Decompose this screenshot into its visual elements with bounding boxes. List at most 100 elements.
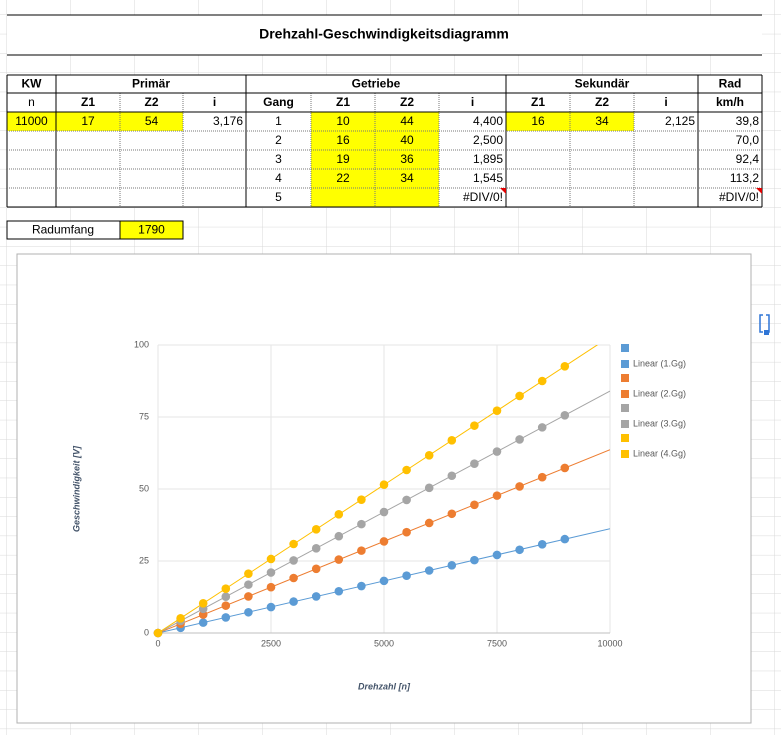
point [311,564,321,574]
point [357,546,366,555]
cell: Radumfang [32,223,94,237]
highlight [311,131,375,150]
column-header: Z1 [531,95,545,109]
group-header: Rad [719,77,742,91]
column-header: Z2 [144,95,158,109]
point [198,599,208,608]
cell: 36 [400,152,414,166]
point [244,580,253,589]
cell: 3,176 [213,114,243,128]
point [470,555,479,565]
highlight [311,150,375,169]
legend-label: Linear (4.Gg) [633,448,686,458]
point [334,510,344,519]
point [447,436,457,445]
point [560,362,570,371]
highlight [506,112,570,131]
column-header: Z2 [595,95,609,109]
highlight [375,112,439,131]
cell: 19 [336,152,350,166]
column-header: Z2 [400,95,414,109]
y-tick-label: 75 [139,411,149,421]
cell: 4 [275,171,282,185]
column-header: km/h [716,95,744,109]
cell: 4,400 [473,114,503,128]
point [402,495,411,505]
cell: 22 [336,171,350,185]
point [537,472,547,482]
legend-marker [621,420,629,428]
title-cell [7,15,762,55]
point [176,614,185,623]
cell: 2 [275,133,282,147]
column-header: n [28,95,35,109]
point [515,482,524,491]
cell: 40 [400,133,414,147]
point [537,423,547,432]
selection-handle [764,330,769,335]
point [424,518,434,528]
cell: 11000 [15,114,48,128]
point [379,537,389,546]
cell: #DIV/0! [463,190,503,204]
column-header: Z1 [81,95,95,109]
point [470,421,479,430]
point [515,435,524,444]
point [221,613,231,622]
point [515,545,524,555]
point [244,569,253,578]
cell: 16 [531,114,545,128]
point [470,500,479,510]
cell: 113,2 [730,171,759,185]
sheet-title: Drehzahl-Geschwindigkeitsdiagramm [259,26,509,42]
point [334,531,344,541]
point [244,592,253,601]
point [537,539,547,549]
cell: 1 [275,114,282,128]
point [402,527,411,537]
group-header: Primär [132,77,170,91]
point [289,539,298,549]
highlight [375,169,439,188]
column-header: i [664,95,667,109]
point [492,550,502,560]
column-header: i [471,95,474,109]
point [311,525,321,534]
point [244,607,253,617]
cell: 44 [400,114,414,128]
legend-marker [621,374,629,382]
point [357,519,366,529]
cell: #DIV/0! [719,190,759,204]
point [221,601,231,610]
point [266,602,276,612]
highlight [119,220,184,240]
column-header: i [213,95,216,109]
point [560,410,570,420]
point [266,554,276,564]
point [334,586,344,596]
column-header: Gang [263,95,294,109]
cell: 34 [400,171,414,185]
point [424,451,434,460]
point [492,447,502,456]
x-tick-label: 2500 [261,638,281,648]
legend-label: Linear (3.Gg) [633,418,686,428]
point [221,592,231,602]
point [221,584,231,593]
cell: 92,4 [736,152,760,166]
point [447,509,457,519]
point [379,480,389,489]
y-tick-label: 0 [144,627,149,637]
highlight [570,112,634,131]
cell: 3 [275,152,282,166]
legend-marker [621,404,629,412]
cell: 2,125 [665,114,695,128]
y-tick-label: 25 [139,555,149,565]
x-tick-label: 0 [155,638,160,648]
cell: 2,500 [473,133,503,147]
point [266,568,276,577]
x-axis-title: Drehzahl [n] [358,681,411,691]
highlight [375,188,439,207]
point [289,597,298,606]
